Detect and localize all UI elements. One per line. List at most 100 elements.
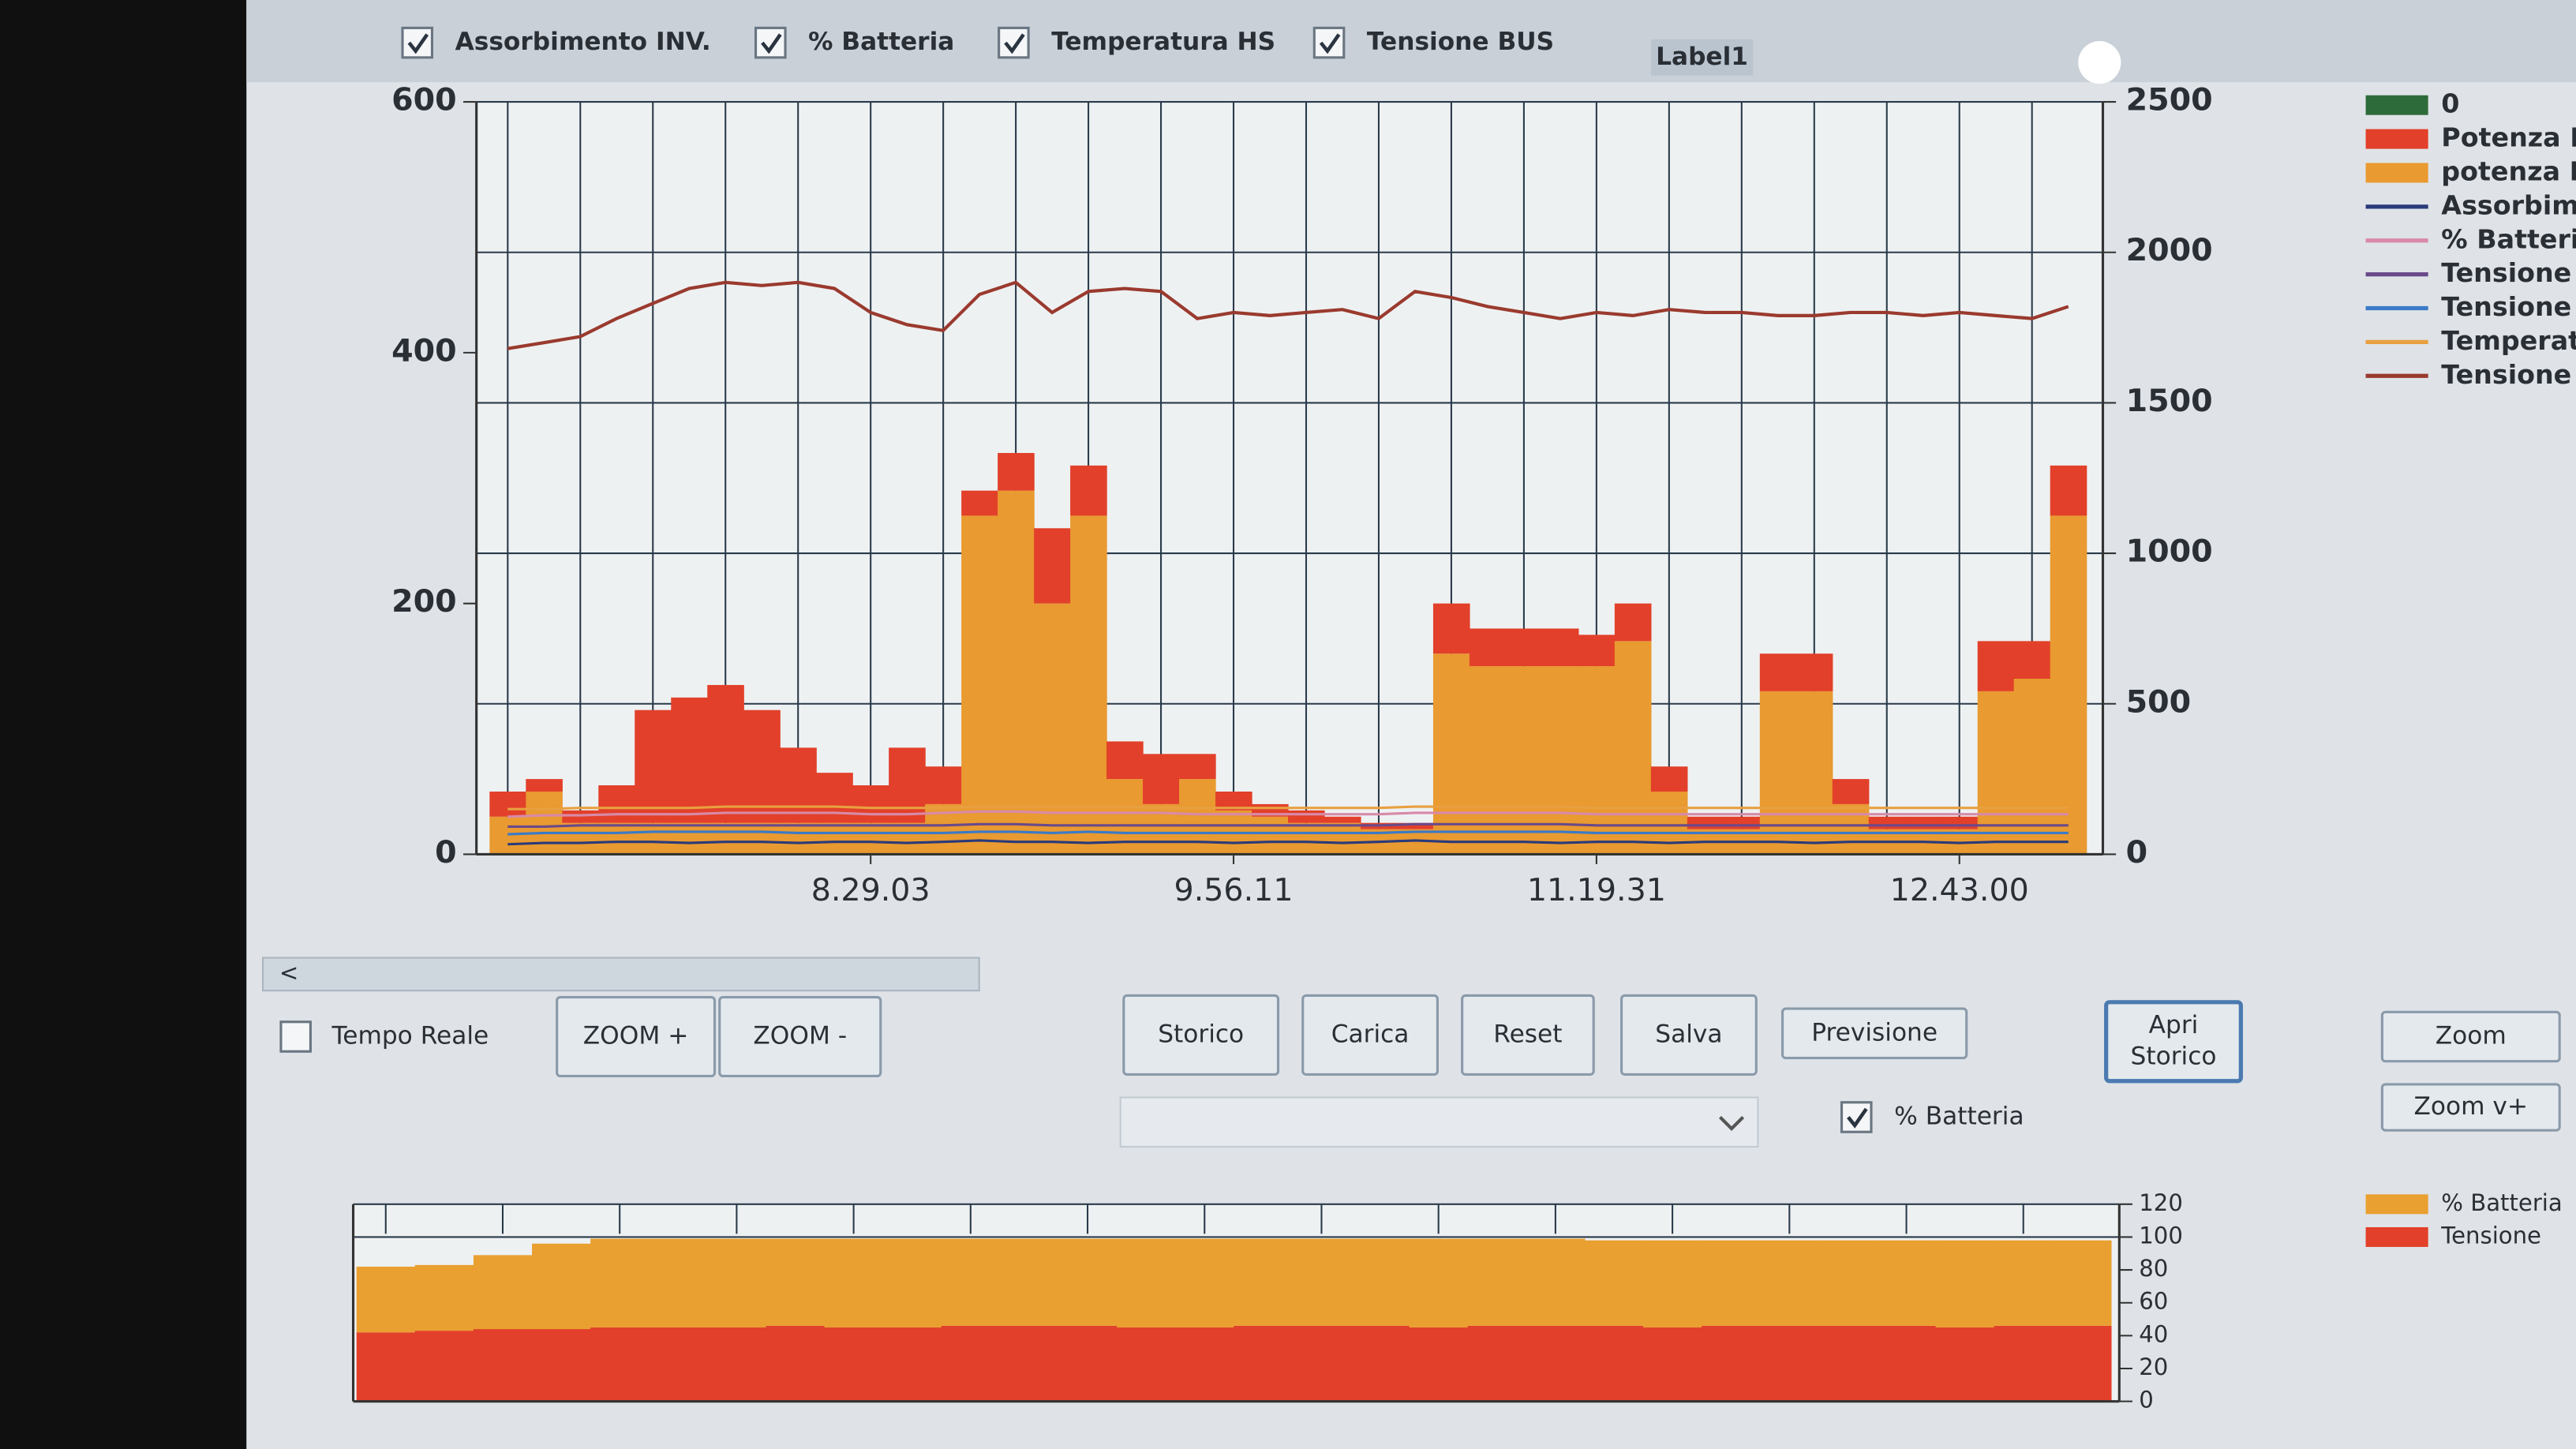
batteria-checkbox[interactable]	[1840, 1101, 1873, 1133]
bar-segment	[598, 822, 635, 855]
series-checkbox[interactable]	[998, 26, 1030, 59]
dropdown[interactable]	[1119, 1096, 1759, 1148]
bar-segment	[852, 822, 889, 855]
bar-segment	[1215, 792, 1252, 811]
bar-segment	[1469, 666, 1507, 855]
button[interactable]	[1620, 994, 1758, 1076]
bar-segment	[1795, 691, 1833, 855]
bar-segment	[1058, 1238, 1118, 1326]
button-label[interactable]: Previsione	[1811, 1018, 1938, 1046]
bar-segment	[414, 1331, 474, 1402]
bar-segment	[489, 792, 526, 817]
bar-segment	[766, 1238, 826, 1326]
series-checkbox-tick[interactable]	[1004, 33, 1025, 54]
series-checkbox-tick[interactable]	[407, 33, 429, 54]
y-tick-label: 100	[2139, 1222, 2183, 1249]
button[interactable]	[1781, 1007, 1968, 1060]
legend-label: % Batteria	[2441, 223, 2576, 254]
series-checkbox-tick[interactable]	[1319, 33, 1341, 54]
bar-segment	[1818, 1325, 1878, 1402]
button[interactable]	[1461, 994, 1595, 1076]
bar-segment	[1578, 635, 1616, 667]
series-checkbox[interactable]	[401, 26, 434, 59]
button[interactable]	[556, 995, 717, 1078]
legend-swatch	[2365, 163, 2428, 183]
bar-segment	[1350, 1238, 1410, 1326]
series-checkbox-tick[interactable]	[761, 33, 782, 54]
tempo-reale-checkbox[interactable]	[279, 1020, 312, 1053]
button-label[interactable]: Apri	[2149, 1011, 2199, 1039]
button-label[interactable]: Salva	[1655, 1020, 1722, 1048]
bar-segment	[998, 490, 1035, 855]
bar-segment	[356, 1332, 416, 1402]
bar-segment	[1643, 1240, 1702, 1327]
bar-segment	[635, 822, 672, 855]
y-tick-label: 0	[2139, 1387, 2154, 1413]
series-checkbox-label[interactable]: Temperatura HS	[1051, 28, 1275, 56]
bar-segment	[562, 822, 599, 855]
legend-label: Potenza F	[2441, 122, 2576, 153]
button-label[interactable]: ZOOM +	[583, 1022, 689, 1050]
series-checkbox[interactable]	[1312, 26, 1346, 59]
series-checkbox[interactable]	[754, 26, 787, 59]
button[interactable]	[2380, 1083, 2561, 1132]
legend-label: Tensione	[2440, 1222, 2541, 1249]
bar-segment	[766, 1325, 826, 1402]
button-label[interactable]: Carica	[1331, 1020, 1410, 1048]
legend-label: Tensione	[2441, 257, 2571, 288]
bar-segment	[816, 773, 853, 823]
button[interactable]	[2380, 1010, 2561, 1063]
button-label[interactable]: Zoom	[2436, 1022, 2507, 1050]
button[interactable]	[718, 995, 882, 1078]
bar-segment	[1877, 1240, 1937, 1326]
series-checkbox-label[interactable]: % Batteria	[808, 28, 954, 56]
tempo-reale-label[interactable]: Tempo Reale	[331, 1022, 489, 1050]
button[interactable]	[1122, 994, 1280, 1076]
button-label[interactable]: Storico	[1158, 1020, 1244, 1048]
button-label[interactable]: Storico	[2131, 1043, 2217, 1071]
bar-segment	[1070, 465, 1107, 516]
top-bar	[246, 0, 2576, 83]
bar-segment	[1292, 1325, 1352, 1402]
batteria-checkbox-tick[interactable]	[1847, 1107, 1868, 1129]
bar-segment	[2013, 641, 2051, 679]
scroll-left[interactable]: <	[279, 959, 298, 986]
bar-segment	[1760, 1325, 1819, 1402]
batteria-label[interactable]: % Batteria	[1894, 1103, 2024, 1131]
button-label[interactable]: ZOOM -	[753, 1022, 847, 1050]
bar-segment	[1117, 1327, 1176, 1402]
bar-segment	[941, 1238, 1001, 1326]
bar-segment	[1702, 1240, 1761, 1326]
y-tick-label: 400	[391, 332, 457, 369]
bar-segment	[1650, 766, 1688, 792]
y-tick-label: 20	[2139, 1354, 2168, 1380]
legend-swatch	[2365, 1194, 2428, 1215]
series-checkbox-label[interactable]: Assorbimento INV.	[455, 28, 711, 56]
button[interactable]	[2104, 1000, 2243, 1084]
dropdown-arrow[interactable]	[1718, 1116, 1745, 1132]
bar-segment	[1818, 1240, 1878, 1326]
bar-segment	[1467, 1325, 1527, 1402]
bar-segment	[649, 1238, 708, 1327]
series-line	[507, 805, 2069, 811]
label1: Label1	[1656, 43, 1748, 71]
button-label[interactable]: Reset	[1493, 1020, 1562, 1048]
bar-segment	[532, 1329, 591, 1402]
button[interactable]	[1301, 994, 1439, 1076]
series-checkbox-label[interactable]: Tensione BUS	[1367, 28, 1554, 56]
bar-segment	[1650, 792, 1688, 855]
bar-segment	[1432, 603, 1470, 654]
y-tick-label: 600	[391, 82, 457, 118]
bar-segment	[2052, 1325, 2112, 1402]
y-tick-label: 200	[391, 583, 457, 620]
scrollbar[interactable]	[262, 957, 980, 992]
button-label[interactable]: Zoom v+	[2413, 1092, 2528, 1121]
bar-segment	[707, 1238, 767, 1327]
y2-tick-label: 0	[2126, 834, 2148, 871]
series-line	[507, 280, 2069, 350]
y2-tick-label: 1000	[2126, 534, 2213, 570]
bar-segment	[743, 822, 781, 855]
bar-segment	[889, 822, 926, 855]
